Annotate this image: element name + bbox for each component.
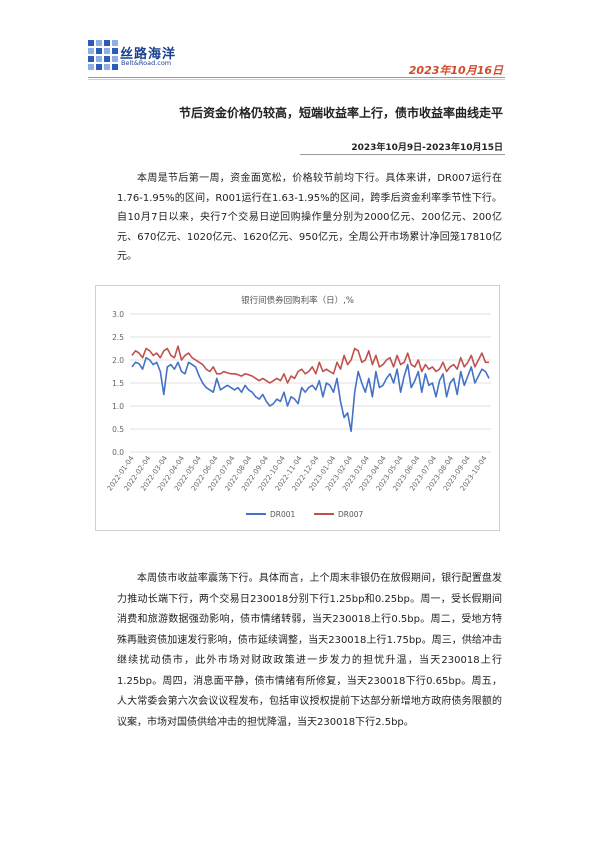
legend-label: DR007 [338, 510, 364, 519]
y-tick-label: 2.5 [112, 333, 124, 342]
y-tick-label: 0.0 [112, 448, 124, 457]
period-divider [300, 154, 505, 155]
y-tick-label: 3.0 [112, 310, 124, 319]
y-tick-label: 1.0 [112, 402, 124, 411]
y-tick-label: 1.5 [112, 379, 124, 388]
y-tick-label: 0.5 [112, 425, 124, 434]
logo-grid-icon [88, 40, 118, 70]
legend-label: DR001 [270, 510, 296, 519]
report-period: 2023年10月9日-2023年10月15日 [351, 143, 503, 153]
repo-rate-chart: 银行间债券回购利率（日）,% 0.0 0.5 1.0 1.5 2.0 2.5 3.0 2022… [95, 285, 500, 531]
brand-logo: 丝路海洋 Belt&Road.com [88, 40, 208, 72]
report-date: 2023年10月16日 [408, 64, 503, 77]
paragraph-bond-market: 本周债市收益率震荡下行。具体而言，上个周末非银仍在放假期间，银行配置盘发力推动长… [117, 573, 502, 728]
paragraph-liquidity: 本周是节后第一周，资金面宽松，价格较节前均下行。具体来讲，DR007运行在1.7… [117, 173, 502, 262]
chart-title: 银行间债券回购利率（日）,% [241, 296, 354, 306]
series-line-dr001 [131, 356, 490, 433]
header-divider-thin [88, 79, 505, 80]
brand-name-cn: 丝路海洋 [120, 47, 177, 62]
article-headline: 节后资金价格仍较高，短端收益率上行，债市收益率曲线走平 [178, 106, 503, 120]
brand-name-en: Belt&Road.com [121, 59, 172, 67]
chart-canvas: 0.00.51.01.52.02.53.02022-01-042022-02-0… [106, 310, 491, 519]
header-divider [88, 77, 505, 78]
y-tick-label: 2.0 [112, 356, 124, 365]
series-line-dr007 [131, 345, 489, 384]
